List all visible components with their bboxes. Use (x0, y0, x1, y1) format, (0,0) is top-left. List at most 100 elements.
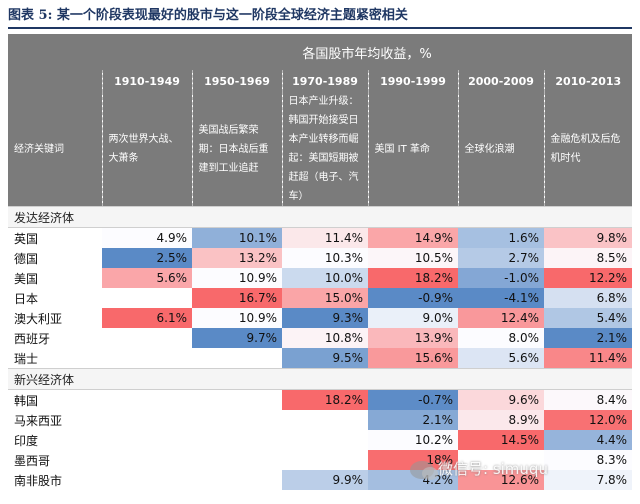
return-cell (102, 288, 192, 308)
return-cell (282, 430, 368, 450)
return-cell: 12.2% (544, 268, 633, 288)
table-row: 马来西亚 2.1% 8.9% 12.0% (8, 410, 633, 430)
country-name: 英国 (14, 231, 39, 246)
return-cell: 10.0% (282, 268, 368, 288)
table-row: 西班牙 9.7% 10.8% 13.9% 8.0% 2.1% (8, 328, 633, 348)
return-cell (102, 390, 192, 411)
table-row: 韩国 18.2% -0.7% 9.6% 8.4% (8, 389, 633, 411)
return-cell: 15.6% (368, 348, 458, 369)
return-cell: 16.7% (192, 288, 282, 308)
return-cell: 10.2% (368, 430, 458, 450)
group-row: 发达经济体 (8, 206, 633, 228)
return-cell: 15.0% (282, 288, 368, 308)
return-cell: 12.0% (544, 410, 633, 430)
return-cell: 12.4% (458, 308, 544, 328)
table-row: 美国 5.6% 10.9% 10.0% 18.2% -1.0% 12.2% (8, 268, 633, 288)
return-cell: 10.8% (282, 328, 368, 348)
return-cell: 9.5% (282, 348, 368, 369)
return-cell: 4.4% (544, 430, 633, 450)
return-cell (102, 450, 192, 470)
return-cell (192, 450, 282, 470)
return-cell: 10.9% (192, 268, 282, 288)
returns-table-container: 各国股市年均收益，% 1910-1949 1950-1969 1970-1989… (8, 34, 633, 500)
keyword-cell: 两次世界大战、大萧条 (101, 92, 192, 207)
return-cell (458, 450, 544, 470)
return-cell: 14.9% (368, 227, 458, 248)
return-cell: 9.3% (282, 308, 368, 328)
return-cell (192, 470, 282, 490)
return-cell: 9.6% (458, 389, 544, 410)
return-cell: 11.4% (544, 348, 633, 369)
return-cell: 10.9% (192, 308, 282, 328)
keyword-row: 经济关键词 两次世界大战、大萧条 美国战后繁荣期：日本战后重建到工业追赶 日本产… (8, 92, 633, 207)
return-cell: 5.4% (544, 308, 633, 328)
group-row: 新兴经济体 (8, 368, 633, 390)
table-row: 印度 10.2% 14.5% 4.4% (8, 430, 633, 450)
country-name: 西班牙 (14, 331, 51, 346)
return-cell: 9.7% (192, 328, 282, 348)
return-cell: 1.6% (458, 227, 544, 248)
return-cell: 9.9% (282, 470, 368, 490)
keyword-cell: 美国战后繁荣期：日本战后重建到工业追赶 (191, 92, 282, 207)
country-name: 德国 (14, 251, 39, 266)
return-cell (102, 470, 192, 490)
keyword-cell: 全球化浪潮 (457, 92, 544, 207)
return-cell: 2.1% (544, 328, 633, 348)
return-cell: 6.8% (544, 288, 633, 308)
return-cell: -1.0% (458, 268, 544, 288)
return-cell: 13.9% (368, 328, 458, 348)
country-name: 澳大利亚 (14, 311, 63, 326)
return-cell: -4.1% (458, 288, 544, 308)
return-cell: 2.1% (368, 410, 458, 430)
figure-caption: 图表 5: 某一个阶段表现最好的股市与这一阶段全球经济主题紧密相关 (8, 8, 408, 23)
return-cell (282, 450, 368, 470)
caption-rule (8, 27, 632, 29)
return-cell: 5.6% (102, 268, 192, 288)
return-cell: 18.2% (368, 268, 458, 288)
return-cell: 11.4% (282, 227, 368, 248)
return-cell: 2.5% (102, 248, 192, 268)
period-header-row: 1910-1949 1950-1969 1970-1989 1990-1999 … (8, 70, 633, 92)
return-cell: 10.3% (282, 248, 368, 268)
return-cell: 8.5% (544, 248, 633, 268)
return-cell: -0.7% (368, 389, 458, 410)
keyword-cell: 美国 IT 革命 (367, 92, 458, 207)
return-cell (192, 348, 282, 369)
table-row: 英国 4.9% 10.1% 11.4% 14.9% 1.6% 9.8% (8, 227, 633, 248)
return-cell: 9.8% (544, 227, 633, 248)
table-row: 日本 16.7% 15.0% -0.9% -4.1% 6.8% (8, 288, 633, 308)
return-cell: 12.6% (458, 470, 544, 490)
table-row: 德国 2.5% 13.2% 10.3% 10.5% 2.7% 8.5% (8, 248, 633, 268)
return-cell: 10.1% (192, 227, 282, 248)
return-cell (102, 430, 192, 450)
return-cell (102, 328, 192, 348)
period-header: 1970-1989 (281, 70, 368, 92)
return-cell: 5.6% (458, 348, 544, 369)
return-cell (102, 410, 192, 430)
keyword-row-label: 经济关键词 (8, 92, 102, 207)
country-name: 日本 (14, 291, 39, 306)
period-header: 1990-1999 (367, 70, 458, 92)
table-row: 澳大利亚 6.1% 10.9% 9.3% 9.0% 12.4% 5.4% (8, 308, 633, 328)
return-cell: 7.8% (544, 470, 633, 490)
return-cell: 9.0% (368, 308, 458, 328)
table-row: 墨西哥 18% 8.3% (8, 450, 633, 470)
table-row: 南非股市 9.9% 4.2% 12.6% 7.8% (8, 470, 633, 490)
period-header: 1950-1969 (191, 70, 282, 92)
table-title: 各国股市年均收益，% (102, 34, 633, 70)
table-body: 发达经济体 英国 4.9% 10.1% 11.4% 14.9% 1.6% 9.8% 德国 2.5%… (8, 206, 633, 490)
return-cell: 8.4% (544, 389, 633, 410)
return-cell (192, 410, 282, 430)
return-cell (282, 410, 368, 430)
return-cell: 10.5% (368, 248, 458, 268)
returns-table: 各国股市年均收益，% 1910-1949 1950-1969 1970-1989… (8, 34, 633, 490)
return-cell: 8.0% (458, 328, 544, 348)
return-cell: 8.3% (544, 450, 633, 470)
return-cell: 6.1% (102, 308, 192, 328)
group-label: 新兴经济体 (8, 368, 633, 390)
country-name: 印度 (14, 433, 39, 448)
country-name: 美国 (14, 271, 39, 286)
return-cell: 8.9% (458, 410, 544, 430)
return-cell: 18.2% (282, 389, 368, 410)
return-cell: 2.7% (458, 248, 544, 268)
